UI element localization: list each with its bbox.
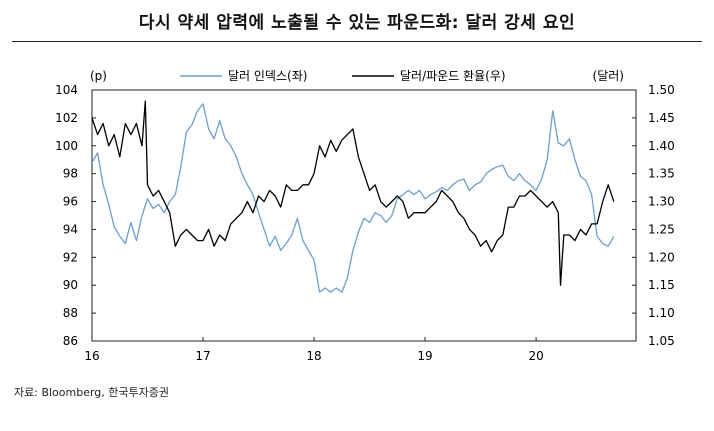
- title-underline: [12, 41, 702, 42]
- left-tick-label: 102: [55, 111, 78, 125]
- legend-label: 달러 인덱스(좌): [228, 69, 307, 83]
- left-tick-label: 96: [63, 195, 78, 209]
- right-tick-label: 1.50: [648, 83, 675, 97]
- right-tick-label: 1.35: [648, 167, 675, 181]
- left-tick-label: 86: [63, 334, 78, 348]
- left-tick-label: 100: [55, 139, 78, 153]
- left-tick-label: 90: [63, 278, 78, 292]
- right-tick-label: 1.45: [648, 111, 675, 125]
- right-tick-label: 1.20: [648, 250, 675, 264]
- left-tick-label: 98: [63, 167, 78, 181]
- x-tick-label: 17: [195, 349, 210, 363]
- right-tick-label: 1.25: [648, 222, 675, 236]
- chart-title: 다시 약세 압력에 노출될 수 있는 파운드화: 달러 강세 요인: [138, 13, 576, 33]
- right-tick-label: 1.10: [648, 306, 675, 320]
- x-tick-label: 18: [306, 349, 321, 363]
- legend-label: 달러/파운드 환율(우): [400, 69, 506, 83]
- right-tick-label: 1.30: [648, 195, 675, 209]
- right-tick-label: 1.05: [648, 334, 675, 348]
- right-tick-label: 1.40: [648, 139, 675, 153]
- source-note: 자료: Bloomberg, 한국투자증권: [14, 386, 169, 399]
- gbpusd-line: [91, 100, 615, 286]
- dollar-index-line: [91, 103, 615, 293]
- right-tick-label: 1.15: [648, 278, 675, 292]
- left-tick-label: 88: [63, 306, 78, 320]
- left-tick-label: 104: [55, 83, 78, 97]
- left-tick-label: 94: [63, 222, 78, 236]
- x-tick-label: 20: [528, 349, 543, 363]
- x-tick-label: 19: [417, 349, 432, 363]
- right-axis-unit: (달러): [593, 69, 624, 83]
- plot-frame: [91, 89, 637, 342]
- left-axis-unit: (p): [90, 69, 107, 83]
- left-tick-label: 92: [63, 250, 78, 264]
- x-tick-label: 16: [84, 349, 99, 363]
